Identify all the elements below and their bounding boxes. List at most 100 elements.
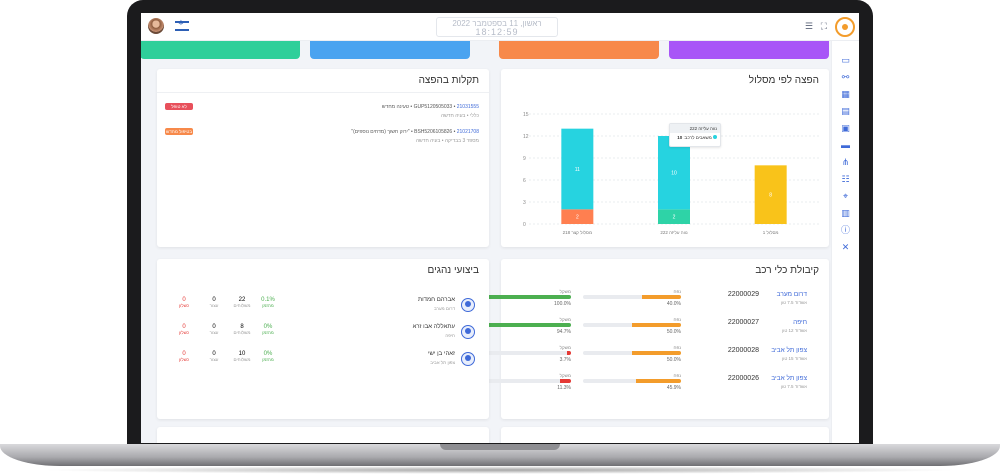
stat-card[interactable] — [141, 41, 300, 59]
driver-deliveries: 10 משלוחים — [229, 351, 255, 362]
driver-name[interactable]: זאהי בן ישי — [427, 351, 455, 357]
fault-item[interactable]: 21021708 • BSH5206105826 • "ירוק חשוך (מ… — [351, 129, 479, 144]
fault-code: GUP5120505033 — [413, 104, 453, 110]
vehicle-type: אשדוד 7.5 טון — [780, 300, 807, 305]
sidebar: ▭ ⚯ ▦ ▤ ▣ ▬ ⋔ ☷ ⌖ ▥ ⓘ ✕ — [831, 41, 859, 443]
fault-status: בעיה חדשה — [440, 113, 466, 119]
y-tick-label: 6 — [523, 178, 526, 184]
driver-row[interactable]: אברהם חמדות דרום מערב 0.1% מהזמן 22 משלוחי… — [167, 295, 481, 319]
stat-value: 0 — [182, 351, 186, 357]
chart-bar — [754, 165, 787, 224]
menu-icon[interactable]: ☰ — [804, 21, 813, 31]
fault-sub: מספר 3 בבדיקה — [444, 138, 479, 144]
bottom-card — [157, 427, 489, 443]
y-tick-label: 9 — [523, 156, 526, 162]
vehicle-row[interactable]: צפון תל אביב אשדוד 15 טון 22000028 נפח 5… — [473, 345, 821, 371]
laptop-shadow — [40, 466, 960, 474]
stat-caption: משלוחים — [233, 357, 251, 362]
route-icon[interactable]: ⋔ — [841, 157, 850, 167]
vehicle-region[interactable]: צפון תל אביב — [771, 375, 807, 382]
driver-percent: 0% מהזמן — [255, 324, 281, 335]
driver-failed: 0 כשלון — [171, 324, 197, 335]
flag-israel-icon[interactable] — [175, 19, 189, 31]
chart-bar — [561, 209, 594, 224]
driver-stopped: 0 עצור — [201, 297, 227, 308]
weight-value: 11.3% — [557, 385, 571, 391]
user-avatar[interactable] — [148, 18, 164, 34]
top-bar: ☰ ⛶ ראשון, 11 בספטמבר 2022 18:12:59 — [141, 13, 859, 41]
stat-card[interactable] — [310, 41, 470, 59]
tooltip-dot — [713, 135, 717, 139]
book-icon[interactable]: ▤ — [841, 106, 850, 116]
weight-value: 100.0% — [554, 301, 571, 307]
card-title: הפצה לפי מסלול — [748, 75, 819, 86]
vehicle-region[interactable]: צפון תל אביב — [771, 347, 807, 354]
chart-bar — [658, 136, 690, 210]
faults-card: תקלות בהפצה 21031555 • GUP5120505033 • ט… — [157, 69, 489, 247]
fullscreen-icon[interactable]: ⛶ — [820, 21, 827, 31]
fault-id[interactable]: 21031555 — [456, 104, 479, 110]
driver-row[interactable]: זאהי בן ישי צפון תל אביב 0% מהזמן 10 משלוח… — [167, 349, 481, 373]
fault-id[interactable]: 21021708 — [456, 129, 479, 135]
vehicle-number: 22000028 — [727, 347, 759, 354]
app-logo[interactable] — [835, 17, 855, 37]
weight-fill — [567, 351, 571, 355]
fault-item[interactable]: 21031555 • GUP5120505033 • טעינה מחדש כל… — [381, 104, 479, 119]
weight-label: משקל — [559, 345, 571, 350]
truck-icon[interactable]: ▬ — [841, 140, 850, 150]
stat-card[interactable] — [499, 41, 659, 59]
vehicle-region[interactable]: דרום מערב — [776, 291, 807, 298]
monitor-icon[interactable]: ▭ — [841, 55, 850, 65]
volume-bar — [583, 295, 681, 299]
bus-icon[interactable]: ▣ — [841, 123, 850, 133]
laptop-base — [0, 444, 1000, 466]
bar-data-label: 2 — [673, 215, 676, 221]
stat-card[interactable] — [669, 41, 829, 59]
people-icon[interactable]: ☷ — [841, 174, 850, 184]
card-title: ביצועי נהגים — [427, 265, 479, 276]
driver-name[interactable]: אברהם חמדות — [417, 297, 455, 303]
stat-caption: משלוחים — [233, 303, 251, 308]
map-pin-icon[interactable]: ⌖ — [842, 191, 849, 201]
clock: ראשון, 11 בספטמבר 2022 18:12:59 — [436, 17, 558, 37]
fault-badge[interactable]: בטיפול מחדש — [165, 128, 193, 135]
weight-bar — [473, 323, 571, 327]
stat-value: 22 — [238, 297, 246, 303]
weight-fill — [559, 379, 571, 383]
y-tick-label: 3 — [523, 200, 526, 206]
driver-percent: 0% מהזמן — [255, 351, 281, 362]
stat-caption: מהזמן — [262, 303, 274, 308]
fault-badge[interactable]: לא טופל — [165, 103, 193, 110]
volume-value: 50.0% — [666, 329, 681, 335]
volume-bar — [583, 351, 681, 355]
driver-region: צפון תל אביב — [430, 360, 455, 365]
stat-value: 0.1% — [261, 297, 275, 303]
vehicle-row[interactable]: חיפה אשדוד 12 טון 22000027 נפח 50.0% משק… — [473, 317, 821, 343]
fault-status: בעיה חדשה — [415, 138, 441, 144]
weight-value: 94.7% — [556, 329, 571, 335]
vehicle-region[interactable]: חיפה — [793, 319, 807, 326]
tooltip-value: 10 — [677, 135, 683, 140]
stat-caption: עצור — [209, 357, 219, 362]
calendar-icon[interactable]: ▦ — [841, 89, 850, 99]
tooltip-title: נווה עליזה 222 — [670, 124, 720, 133]
card-title: תקלות בהפצה — [418, 75, 479, 86]
vehicle-number: 22000029 — [727, 291, 759, 298]
screen: ☰ ⛶ ראשון, 11 בספטמבר 2022 18:12:59 ▭ ⚯ … — [141, 13, 859, 443]
tools-icon[interactable]: ✕ — [841, 242, 850, 252]
driver-row[interactable]: עתאללה אבו זרא חיפה 0% מהזמן 8 משלוחים 0 עצ… — [167, 322, 481, 346]
driver-name[interactable]: עתאללה אבו זרא — [412, 324, 455, 330]
x-tick-label: נווה עליזה 222 — [660, 230, 688, 235]
tooltip-series: משאבים לרכב — [684, 135, 712, 140]
info-icon[interactable]: ⓘ — [840, 225, 850, 235]
vehicle-row[interactable]: דרום מערב אשדוד 7.5 טון 22000029 נפח 40.… — [473, 289, 821, 315]
share-icon[interactable]: ⚯ — [841, 72, 850, 82]
vehicle-number: 22000027 — [727, 319, 759, 326]
volume-fill — [636, 379, 681, 383]
vehicle-row[interactable]: צפון תל אביב אשדוד 7.5 טון 22000026 נפח … — [473, 373, 821, 399]
document-icon[interactable]: ▥ — [841, 208, 850, 218]
driver-stopped: 0 עצור — [201, 324, 227, 335]
stat-caption: מהזמן — [262, 330, 274, 335]
driver-avatar-icon — [461, 298, 475, 312]
